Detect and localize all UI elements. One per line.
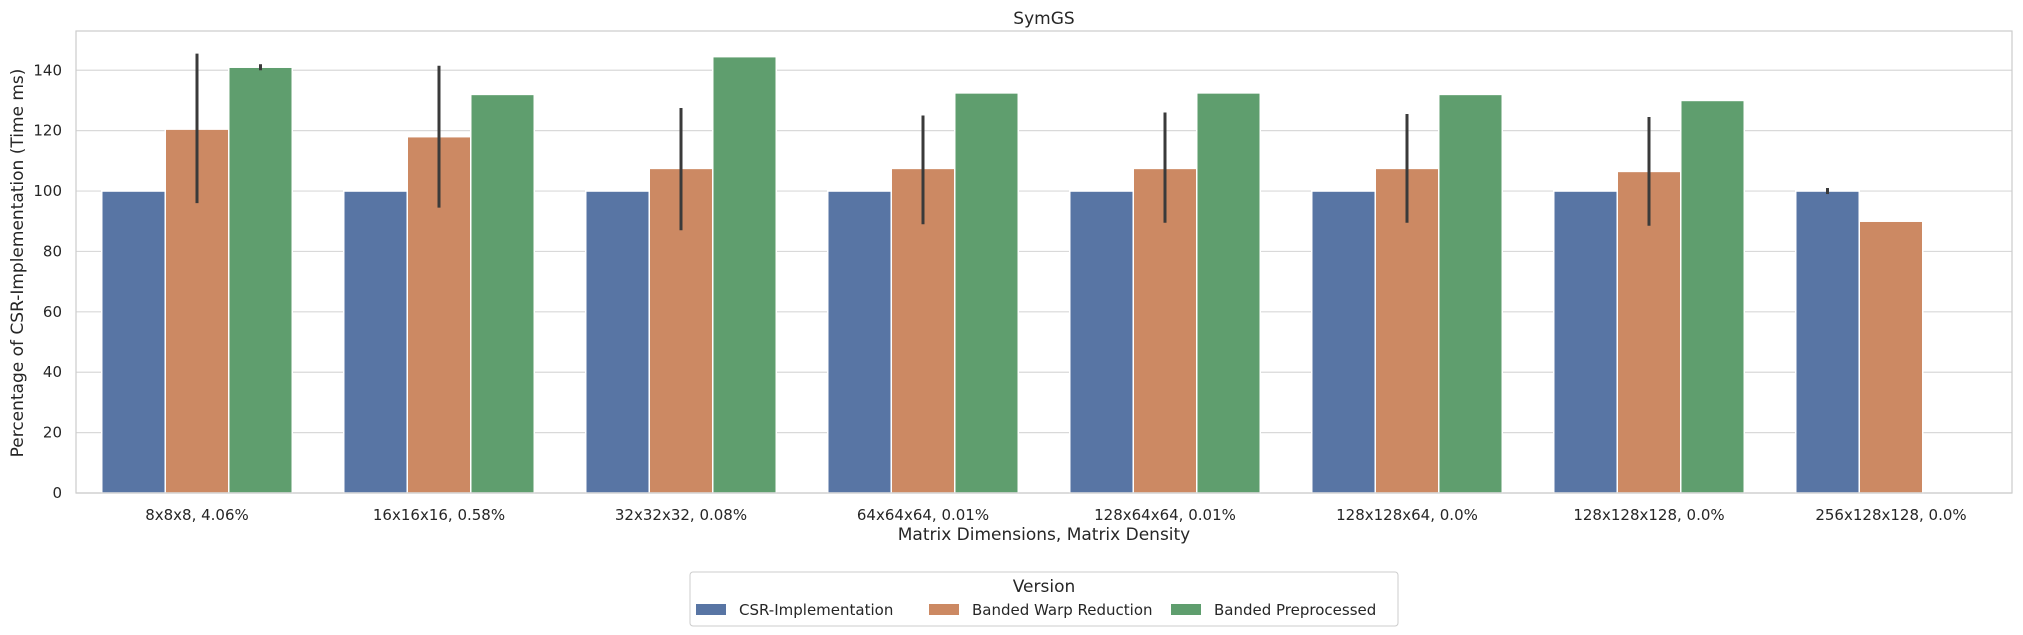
x-tick-label: 64x64x64, 0.01%: [857, 506, 989, 524]
legend-entry-label: Banded Warp Reduction: [972, 601, 1153, 619]
bar-banded-preprocessed: [1196, 92, 1261, 494]
x-tick-label: 128x128x64, 0.0%: [1336, 506, 1478, 524]
chart-title: SymGS: [1013, 9, 1074, 29]
x-tick-label: 128x128x128, 0.0%: [1573, 506, 1724, 524]
bar-banded-preprocessed: [1438, 93, 1503, 494]
x-axis-label: Matrix Dimensions, Matrix Density: [898, 525, 1191, 545]
legend: Version CSR-Implementation Banded Warp Re…: [689, 571, 1399, 627]
bar-csr-implementation: [101, 190, 166, 494]
bar-banded-preprocessed: [470, 93, 535, 494]
plot-frame: [75, 30, 2013, 494]
bar-banded-preprocessed: [954, 92, 1019, 494]
bar-banded-preprocessed: [1680, 99, 1745, 494]
x-tick-label: 32x32x32, 0.08%: [615, 506, 747, 524]
y-tick-label: 60: [43, 303, 62, 321]
bars-layer: [101, 55, 1924, 494]
y-axis-label: Percentage of CSR-Implementation (Time m…: [8, 69, 28, 458]
x-tick-label: 256x128x128, 0.0%: [1815, 506, 1966, 524]
y-tick-label: 100: [33, 182, 62, 200]
x-tick-label: 8x8x8, 4.06%: [145, 506, 249, 524]
legend-swatch: [1171, 604, 1201, 615]
y-tick-label: 120: [33, 122, 62, 140]
bar-banded-preprocessed: [228, 66, 293, 494]
bar-banded-preprocessed: [712, 55, 777, 494]
bar-csr-implementation: [1795, 190, 1860, 494]
y-tick-label: 0: [52, 484, 62, 502]
y-tick-label: 20: [43, 424, 62, 442]
bar-csr-implementation: [1311, 190, 1376, 494]
bar-csr-implementation: [827, 190, 892, 494]
x-axis-ticks: 8x8x8, 4.06% 16x16x16, 0.58% 32x32x32, 0.0…: [145, 506, 1966, 524]
error-bars-layer: [195, 53, 1829, 231]
bar-banded-warp-reduction: [1858, 220, 1924, 494]
y-tick-label: 80: [43, 242, 62, 260]
legend-entry-label: CSR-Implementation: [739, 601, 893, 619]
y-tick-label: 40: [43, 363, 62, 381]
x-tick-label: 128x64x64, 0.01%: [1094, 506, 1236, 524]
legend-swatch: [696, 604, 726, 615]
x-tick-label: 16x16x16, 0.58%: [373, 506, 505, 524]
bar-csr-implementation: [343, 190, 408, 494]
bar-csr-implementation: [585, 190, 650, 494]
y-axis-ticks: 0 20 40 60 80 100 120 140: [33, 61, 62, 502]
legend-title: Version: [1013, 577, 1076, 597]
bar-csr-implementation: [1553, 190, 1618, 494]
legend-swatch: [929, 604, 959, 615]
bar-csr-implementation: [1069, 190, 1134, 494]
legend-frame: [689, 571, 1399, 627]
legend-entry-label: Banded Preprocessed: [1214, 601, 1376, 619]
y-tick-label: 140: [33, 61, 62, 79]
